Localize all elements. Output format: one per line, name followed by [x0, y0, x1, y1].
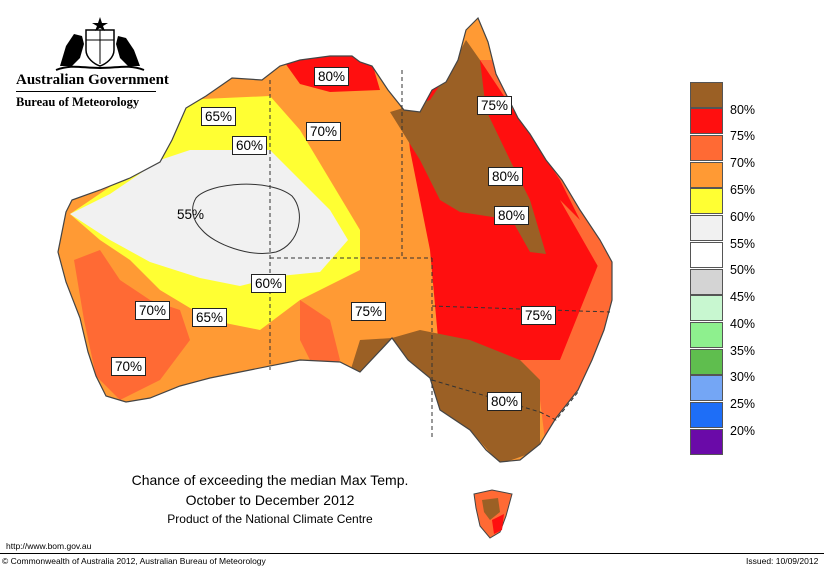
map-label: 75% — [477, 96, 513, 115]
tasmania — [473, 489, 513, 539]
map-label: 65% — [192, 308, 228, 327]
map-label: 55% — [177, 207, 205, 222]
map-label: 70% — [306, 122, 342, 141]
agency-divider — [16, 91, 156, 92]
legend-label-75: 75% — [730, 129, 756, 143]
legend-label-30: 30% — [730, 370, 756, 384]
legend-swatch-70 — [690, 135, 723, 161]
legend-swatch-40 — [690, 295, 723, 321]
coat-of-arms-icon — [55, 17, 145, 71]
map-label: 60% — [232, 136, 268, 155]
footer-issued: Issued: 10/09/2012 — [746, 556, 819, 566]
map-label: 80% — [314, 67, 350, 86]
legend-label-45: 45% — [730, 290, 756, 304]
government-name: Australian Government — [16, 72, 169, 88]
legend-swatch-50 — [690, 242, 723, 268]
legend-swatch-25 — [690, 375, 723, 401]
agency-block: Australian Government Bureau of Meteorol… — [16, 72, 169, 110]
legend-swatch-lowest — [690, 429, 723, 455]
legend-swatch-45 — [690, 269, 723, 295]
legend-label-40: 40% — [730, 317, 756, 331]
legend-swatch-30 — [690, 349, 723, 375]
legend-label-65: 65% — [730, 183, 756, 197]
caption-period: October to December 2012 — [185, 492, 355, 508]
map-label: 70% — [135, 301, 171, 320]
map-label: 80% — [487, 392, 523, 411]
footer-url: http://www.bom.gov.au — [6, 541, 92, 551]
legend-label-55: 55% — [730, 237, 756, 251]
legend-swatch-80 — [690, 82, 723, 108]
legend-swatch-20 — [690, 402, 723, 428]
legend-label-35: 35% — [730, 344, 756, 358]
bureau-name: Bureau of Meteorology — [16, 95, 140, 109]
map-label: 80% — [488, 167, 524, 186]
legend-label-50: 50% — [730, 263, 756, 277]
legend-swatch-75 — [690, 108, 723, 134]
legend-label-20: 20% — [730, 424, 756, 438]
map-label: 75% — [351, 302, 387, 321]
legend-label-25: 25% — [730, 397, 756, 411]
caption-title: Chance of exceeding the median Max Temp. — [131, 472, 409, 488]
legend-label-60: 60% — [730, 210, 756, 224]
map-caption: Chance of exceeding the median Max Temp.… — [80, 470, 460, 528]
legend-swatch-60 — [690, 188, 723, 214]
legend-swatch-55 — [690, 215, 723, 241]
legend-swatch-35 — [690, 322, 723, 348]
map-label: 70% — [111, 357, 147, 376]
map-label: 60% — [251, 274, 287, 293]
legend-label-70: 70% — [730, 156, 756, 170]
map-label: 80% — [494, 206, 530, 225]
legend-label-80: 80% — [730, 103, 756, 117]
footer-rule — [0, 553, 824, 554]
australia-coastline — [57, 16, 613, 463]
footer-copyright: © Commonwealth of Australia 2012, Austra… — [2, 556, 266, 566]
map-label: 75% — [521, 306, 557, 325]
legend-swatch-65 — [690, 162, 723, 188]
map-label: 65% — [201, 107, 237, 126]
caption-product: Product of the National Climate Centre — [167, 512, 373, 526]
